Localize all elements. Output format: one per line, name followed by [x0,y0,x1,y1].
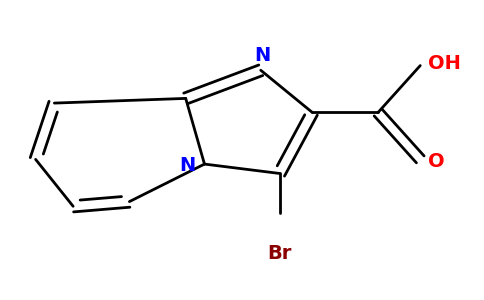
Text: O: O [428,152,444,171]
Text: N: N [255,46,271,64]
Text: N: N [179,156,195,176]
Text: Br: Br [267,244,292,263]
Text: OH: OH [428,54,461,73]
